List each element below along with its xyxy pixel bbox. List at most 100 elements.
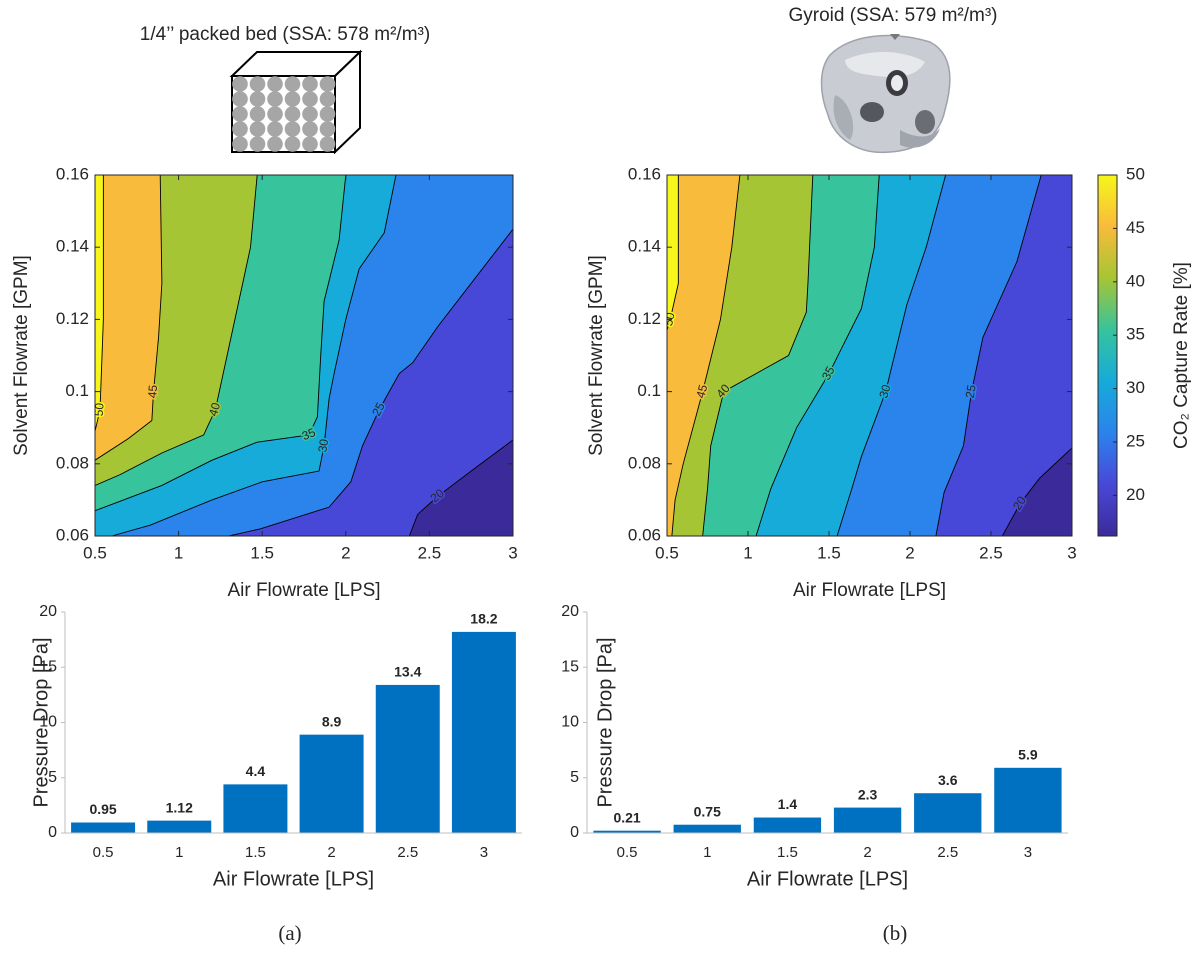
x-axis-label: Air Flowrate [LPS] — [227, 580, 380, 601]
bar-value-label: 2.3 — [858, 786, 878, 802]
x-tick-label: 2 — [905, 543, 914, 562]
sphere — [267, 121, 283, 137]
bar — [593, 830, 661, 833]
bar — [914, 793, 982, 833]
y-tick-label: 0.08 — [628, 453, 661, 472]
sphere — [302, 91, 318, 107]
bar-value-label: 4.4 — [246, 763, 266, 779]
x-tick-label: 3 — [508, 543, 517, 562]
y-tick-label: 0.12 — [56, 309, 89, 328]
x-tick-label: 2.5 — [397, 844, 418, 861]
contour-line — [228, 228, 513, 536]
x-axis-label: Air Flowrate [LPS] — [793, 580, 946, 601]
y-tick-label: 0 — [48, 824, 57, 841]
contour-band — [95, 175, 162, 461]
contour-label: 45 — [145, 384, 160, 399]
contour-line — [935, 175, 1042, 536]
colorbar-label: CO₂ Capture Rate [%] — [1171, 262, 1192, 449]
sphere — [267, 106, 283, 122]
bar — [299, 734, 364, 833]
contour-line — [111, 175, 397, 536]
sphere — [249, 121, 266, 137]
axes-box — [666, 174, 1073, 537]
contour-line — [95, 175, 347, 512]
x-tick-label: 0.5 — [655, 543, 679, 562]
panel-title: 1/4’’ packed bed (SSA: 578 m²/m³) — [140, 24, 430, 45]
sphere — [284, 106, 301, 122]
contour-line — [667, 175, 679, 331]
colorbar-tick-label: 35 — [1126, 325, 1145, 344]
bar — [753, 817, 822, 833]
x-tick-label: 3 — [1024, 844, 1032, 861]
x-tick-label: 2 — [327, 844, 335, 861]
x-tick-label: 0.5 — [83, 543, 107, 562]
y-tick-label: 15 — [561, 658, 579, 675]
contour-label: 40 — [206, 401, 223, 418]
bar-value-label: 3.6 — [938, 772, 958, 788]
y-tick-label: 0.06 — [628, 525, 661, 544]
contour-label: 45 — [693, 383, 710, 400]
x-tick-label: 1 — [703, 844, 711, 861]
sphere — [319, 91, 336, 107]
colorbar-tick-label: 45 — [1126, 218, 1145, 237]
contour-band — [667, 175, 740, 536]
x-tick-label: 1 — [175, 844, 183, 861]
sphere — [284, 76, 301, 92]
y-tick-label: 15 — [39, 658, 57, 675]
x-tick-label: 0.5 — [617, 844, 638, 861]
contour-line — [95, 175, 104, 432]
panel-caption: (a) — [278, 921, 301, 945]
axes-box — [94, 174, 514, 537]
sphere — [284, 121, 301, 137]
y-tick-label: 0.06 — [56, 525, 89, 544]
x-tick-label: 1.5 — [817, 543, 841, 562]
sphere — [319, 76, 336, 92]
bar-chart: 0 5 10 15 20 0.95 0.5 1.12 1 4.4 1.5 8.9 2 13.4 2.5 18.… — [30, 603, 522, 890]
colorbar — [1097, 174, 1118, 537]
contour-line — [95, 175, 258, 486]
sphere — [319, 106, 336, 122]
panel-caption: (b) — [883, 921, 908, 945]
bar-value-label: 0.75 — [694, 803, 721, 819]
x-axis-label: Air Flowrate [LPS] — [747, 868, 908, 890]
sphere — [232, 76, 248, 92]
sphere — [302, 136, 318, 152]
y-axis-label: Pressure Drop [Pa] — [30, 637, 52, 807]
bar-value-label: 1.4 — [778, 796, 798, 812]
bar-value-label: 5.9 — [1018, 747, 1038, 763]
sphere — [249, 76, 266, 92]
colorbar-tick-label: 20 — [1126, 485, 1145, 504]
sphere — [249, 106, 266, 122]
x-tick-label: 0.5 — [93, 844, 114, 861]
x-tick-label: 2.5 — [418, 543, 442, 562]
sphere — [319, 121, 336, 137]
contour-line — [755, 175, 880, 536]
y-tick-label: 0.14 — [56, 237, 89, 256]
sphere — [267, 76, 283, 92]
contour-label: 30 — [315, 438, 331, 453]
packed-bed-icon — [229, 49, 363, 155]
y-tick-label: 0.16 — [628, 164, 661, 183]
bar-value-label: 8.9 — [322, 713, 342, 729]
sphere — [267, 91, 283, 107]
x-tick-label: 1 — [743, 543, 752, 562]
y-tick-label: 0.1 — [65, 381, 89, 400]
contour-label: 30 — [876, 383, 893, 400]
sphere — [249, 136, 266, 152]
x-tick-label: 2.5 — [979, 543, 1003, 562]
panel-title: Gyroid (SSA: 579 m²/m³) — [788, 5, 997, 26]
contour-line — [702, 175, 814, 536]
colorbar-tick-label: 40 — [1126, 271, 1145, 290]
sphere — [302, 121, 318, 137]
contour-line — [95, 175, 163, 461]
colorbar-tick-label: 50 — [1126, 164, 1145, 183]
x-tick-label: 2 — [863, 844, 871, 861]
bar — [994, 767, 1062, 833]
x-tick-label: 1.5 — [777, 844, 798, 861]
x-tick-label: 2 — [341, 543, 350, 562]
sphere — [319, 136, 336, 152]
